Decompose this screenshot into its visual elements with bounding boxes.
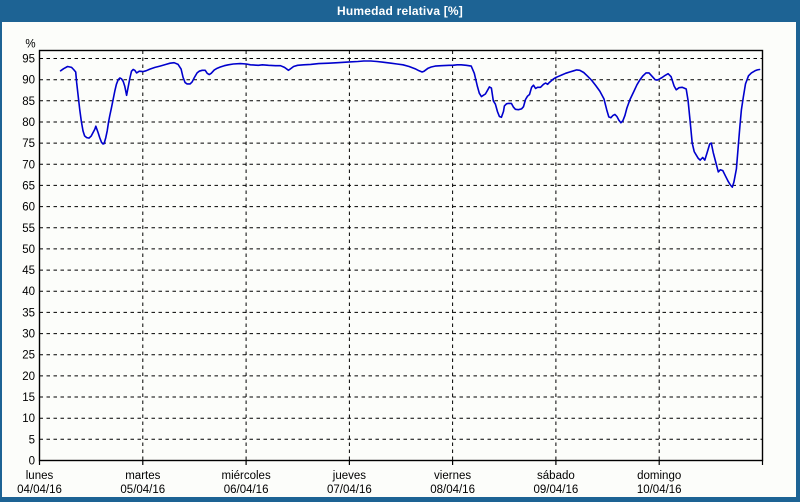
x-axis-day-label: jueves xyxy=(332,470,366,482)
y-axis-label: 55 xyxy=(22,223,35,235)
y-axis-label: 85 xyxy=(22,96,35,108)
y-axis-unit-label: % xyxy=(25,39,35,51)
y-axis-label: 0 xyxy=(29,456,35,468)
y-axis-label: 50 xyxy=(22,244,35,256)
x-axis-date-label: 05/04/16 xyxy=(120,484,165,496)
x-axis-day-label: domingo xyxy=(637,470,681,482)
y-axis-label: 75 xyxy=(22,138,35,150)
x-axis-date-label: 06/04/16 xyxy=(224,484,269,496)
x-axis-date-label: 04/04/16 xyxy=(17,484,62,496)
y-axis-label: 25 xyxy=(22,350,35,362)
y-axis-label: 80 xyxy=(22,117,35,129)
y-axis-label: 95 xyxy=(22,54,35,66)
titlebar: Humedad relativa [%] xyxy=(0,0,800,22)
x-axis-day-label: viernes xyxy=(434,470,471,482)
plot-frame xyxy=(38,49,764,462)
x-axis-date-label: 09/04/16 xyxy=(534,484,579,496)
y-axis-label: 5 xyxy=(29,434,35,446)
y-axis-label: 15 xyxy=(22,392,35,404)
chart-panel: 95 90 85 80 75 70 65 60 55 50 45 40 35 30 25 20 15 10 5 0% l… xyxy=(2,22,796,497)
x-axis-day-label: martes xyxy=(125,470,160,482)
y-axis-label: 35 xyxy=(22,307,35,319)
x-axis-day-label: miércoles xyxy=(221,470,270,482)
y-axis-label: 90 xyxy=(22,75,35,87)
x-axis-date-label: 10/04/16 xyxy=(637,484,682,496)
x-axis-day-label: lunes xyxy=(26,470,54,482)
y-axis-label: 40 xyxy=(22,286,35,298)
humidity-series-line xyxy=(59,60,761,188)
humidity-line-chart: 95908580757065605550454035302520151050%l… xyxy=(17,39,764,496)
y-axis-label: 65 xyxy=(22,180,35,192)
chart-title: Humedad relativa [%] xyxy=(336,4,464,18)
x-axis-day-label: sábado xyxy=(537,470,575,482)
y-axis-label: 60 xyxy=(22,202,35,214)
y-axis-label: 45 xyxy=(22,265,35,277)
y-axis-label: 70 xyxy=(22,159,35,171)
x-axis-date-label: 08/04/16 xyxy=(430,484,475,496)
y-axis-label: 20 xyxy=(22,371,35,383)
x-axis-date-label: 07/04/16 xyxy=(327,484,372,496)
y-axis-label: 10 xyxy=(22,413,35,425)
y-axis-label: 30 xyxy=(22,329,35,341)
